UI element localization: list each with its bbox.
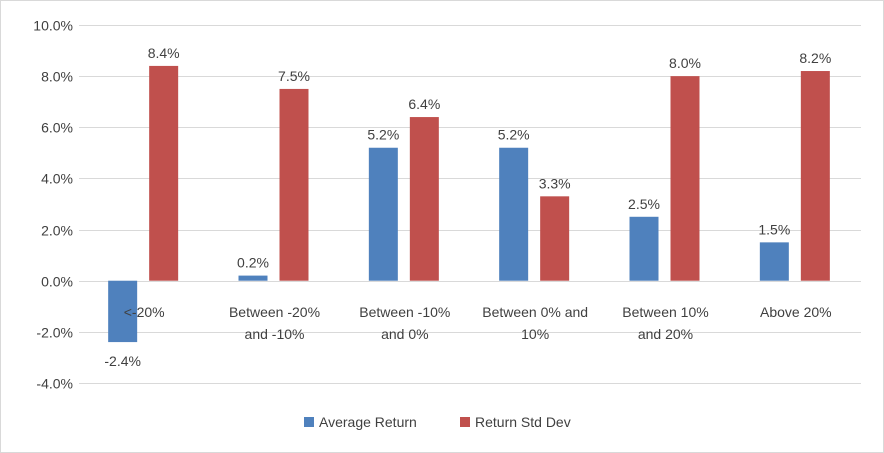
return-std-dev-bar bbox=[149, 65, 179, 281]
return-std-dev-data-label: 7.5% bbox=[278, 68, 310, 84]
y-axis-ticks: -4.0% -2.0% 0.0% 2.0% 4.0% 6.0% 8.0% 10.0% bbox=[33, 18, 73, 392]
y-tick-label: -2.0% bbox=[36, 325, 73, 341]
return-std-dev-bar bbox=[540, 196, 570, 281]
average-return-bar bbox=[108, 280, 138, 343]
category-label: Between 10% bbox=[622, 304, 708, 320]
average-return-data-label: 2.5% bbox=[628, 196, 660, 212]
y-tick-label: 0.0% bbox=[41, 274, 73, 290]
return-std-dev-bar bbox=[800, 71, 830, 281]
y-tick-label: -4.0% bbox=[36, 376, 73, 392]
return-std-dev-bar bbox=[279, 88, 309, 281]
legend-swatch bbox=[304, 417, 314, 427]
return-std-dev-data-label: 6.4% bbox=[408, 96, 440, 112]
category-labels: <-20% Between -20% and -10% Between -10% and… bbox=[124, 304, 832, 342]
category-label: Between -10% bbox=[359, 304, 450, 320]
return-std-dev-data-label: 3.3% bbox=[539, 175, 571, 191]
legend-label: Return Std Dev bbox=[475, 414, 571, 430]
y-tick-label: 10.0% bbox=[33, 18, 73, 34]
average-return-bar bbox=[368, 147, 398, 281]
average-return-data-label: 1.5% bbox=[758, 221, 790, 237]
return-std-dev-data-label: 8.2% bbox=[799, 50, 831, 66]
legend-label: Average Return bbox=[319, 414, 417, 430]
category-label: <-20% bbox=[124, 304, 165, 320]
category-label: Between 0% and bbox=[482, 304, 588, 320]
data-labels: -2.4% 0.2% 5.2% 5.2% 2.5% 1.5% 8.4% 7.5% 6.4% 3.3… bbox=[104, 45, 831, 369]
average-return-data-label: 5.2% bbox=[367, 127, 399, 143]
average-return-bar bbox=[759, 242, 789, 281]
legend: Average Return Return Std Dev bbox=[304, 414, 571, 430]
y-tick-label: 2.0% bbox=[41, 223, 73, 239]
average-return-data-label: -2.4% bbox=[104, 353, 141, 369]
category-label: and -10% bbox=[245, 326, 305, 342]
y-tick-label: 8.0% bbox=[41, 69, 73, 85]
return-std-dev-data-label: 8.0% bbox=[669, 55, 701, 71]
average-return-bar bbox=[238, 275, 268, 281]
y-tick-label: 6.0% bbox=[41, 120, 73, 136]
average-return-data-label: 5.2% bbox=[498, 127, 530, 143]
category-label: and 0% bbox=[381, 326, 428, 342]
category-label: 10% bbox=[521, 326, 549, 342]
bars bbox=[108, 65, 830, 343]
average-return-bar bbox=[499, 147, 529, 281]
category-label: and 20% bbox=[638, 326, 693, 342]
category-label: Between -20% bbox=[229, 304, 320, 320]
average-return-bar bbox=[629, 216, 659, 281]
return-std-dev-bar bbox=[670, 76, 700, 281]
gridlines bbox=[79, 25, 861, 384]
average-return-data-label: 0.2% bbox=[237, 255, 269, 271]
category-label: Above 20% bbox=[760, 304, 832, 320]
y-tick-label: 4.0% bbox=[41, 171, 73, 187]
return-std-dev-bar bbox=[409, 117, 439, 281]
return-std-dev-data-label: 8.4% bbox=[148, 45, 180, 61]
legend-swatch bbox=[460, 417, 470, 427]
